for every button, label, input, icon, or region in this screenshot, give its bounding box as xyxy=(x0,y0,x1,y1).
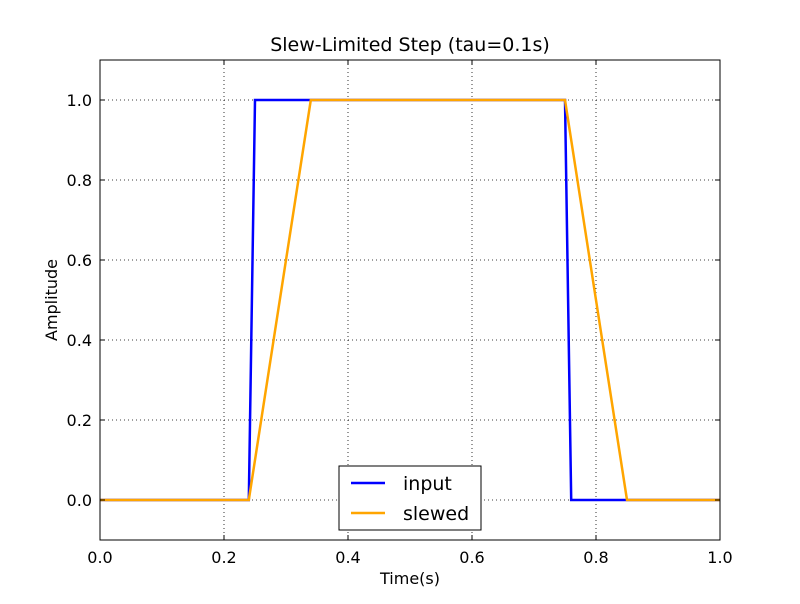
x-tick-label: 0.8 xyxy=(583,548,608,567)
series-lines xyxy=(100,98,720,502)
x-tick-label: 0.2 xyxy=(211,548,236,567)
y-tick-label: 0.6 xyxy=(67,251,92,270)
x-axis-label: Time(s) xyxy=(379,569,440,588)
legend-label-input: input xyxy=(403,473,452,495)
y-tick-label: 0.2 xyxy=(67,411,92,430)
y-tick-label: 0.4 xyxy=(67,331,92,350)
x-tick-label: 0.4 xyxy=(335,548,360,567)
plot-frame xyxy=(99,59,721,541)
series-line-slewed xyxy=(100,98,720,502)
y-tick-label: 0.0 xyxy=(67,491,92,510)
legend: input slewed xyxy=(338,465,482,531)
chart-title: Slew-Limited Step (tau=0.1s) xyxy=(270,34,550,56)
legend-label-slewed: slewed xyxy=(403,503,469,525)
y-axis-label: Amplitude xyxy=(42,259,61,341)
legend-box xyxy=(338,465,482,531)
y-tick-label: 1.0 xyxy=(67,91,92,110)
y-tick-label: 0.8 xyxy=(67,171,92,190)
axis-ticks: 0.0 0.2 0.4 0.6 0.8 1.0 0.0 0.2 0.4 0.6 0.8 1.0 xyxy=(67,60,733,567)
x-tick-label: 0.6 xyxy=(459,548,484,567)
x-tick-label: 1.0 xyxy=(707,548,732,567)
grid-lines xyxy=(100,60,720,540)
x-tick-label: 0.0 xyxy=(87,548,112,567)
